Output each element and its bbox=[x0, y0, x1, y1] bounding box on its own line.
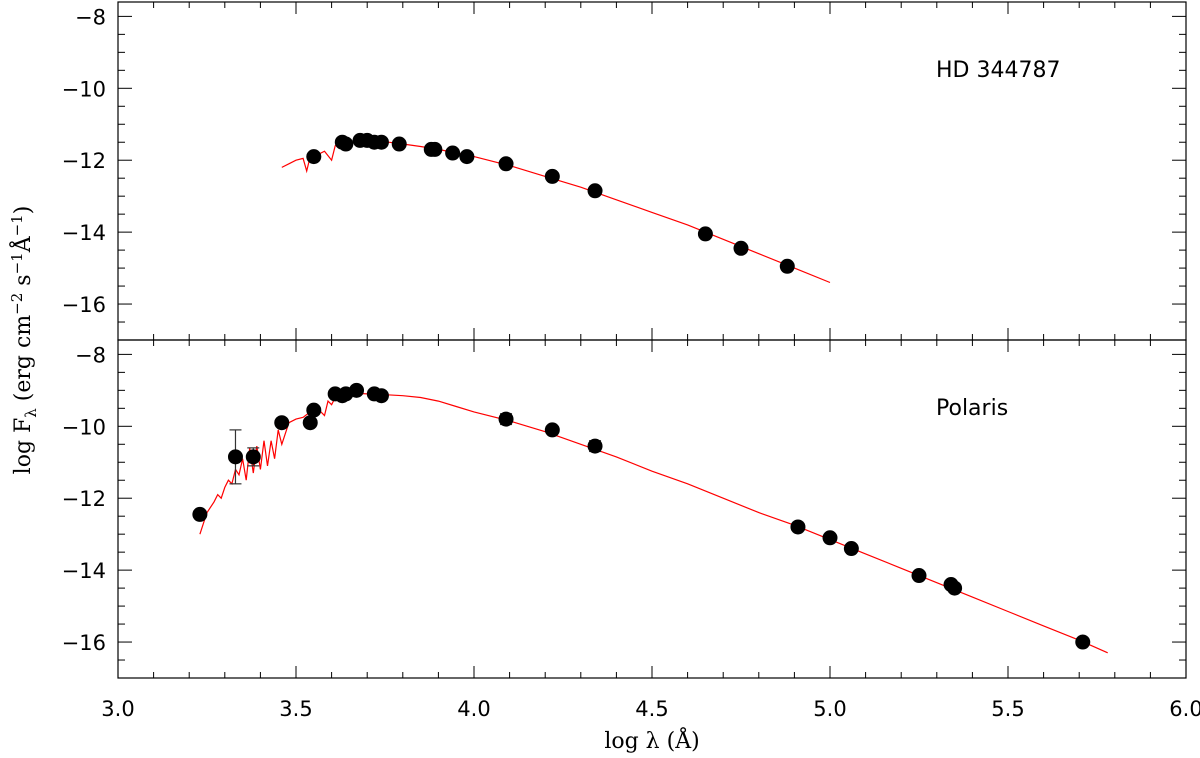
data-point bbox=[911, 568, 927, 584]
data-point bbox=[245, 449, 261, 465]
y-tick-marks bbox=[118, 15, 1186, 341]
data-point bbox=[391, 136, 407, 152]
data-point bbox=[1075, 634, 1091, 650]
panel-label-polaris: Polaris bbox=[936, 396, 1008, 421]
x-tick-marks bbox=[117, 340, 1187, 678]
y-axis-label: log Fλ (erg cm−2 s−1Å−1) bbox=[8, 206, 40, 475]
data-point bbox=[790, 519, 806, 535]
data-point bbox=[498, 156, 514, 172]
data-point bbox=[373, 134, 389, 150]
panel-frame bbox=[117, 339, 1187, 679]
data-point bbox=[822, 530, 838, 546]
data-point bbox=[349, 382, 365, 398]
data-point bbox=[338, 136, 354, 152]
y-tick-label: −16 bbox=[62, 293, 106, 317]
data-point bbox=[544, 168, 560, 184]
x-tick-marks bbox=[117, 2, 1187, 340]
y-tick-label: −10 bbox=[62, 415, 106, 439]
x-tick-label: 4.5 bbox=[635, 697, 668, 721]
data-point bbox=[459, 149, 475, 165]
x-tick-label: 5.0 bbox=[813, 697, 846, 721]
model-sed-line bbox=[199, 392, 1108, 654]
data-point bbox=[306, 149, 322, 165]
x-axis-label: log λ (Å) bbox=[604, 726, 699, 754]
panel-frame bbox=[117, 1, 1187, 341]
panel-bottom: −8 −10 −12 −14 −16 Polaris bbox=[62, 339, 1187, 679]
x-tick-label: 5.5 bbox=[991, 697, 1024, 721]
data-point bbox=[843, 541, 859, 557]
y-tick-label: −12 bbox=[62, 149, 106, 173]
y-tick-labels: −8 −10 −12 −14 −16 bbox=[62, 343, 106, 655]
data-point bbox=[373, 388, 389, 404]
data-point bbox=[733, 240, 749, 256]
data-point bbox=[544, 422, 560, 438]
y-tick-label: −12 bbox=[62, 487, 106, 511]
x-tick-label: 3.0 bbox=[101, 697, 134, 721]
x-tick-label: 3.5 bbox=[279, 697, 312, 721]
y-tick-label: −10 bbox=[62, 77, 106, 101]
data-point bbox=[274, 415, 290, 431]
x-tick-label: 4.0 bbox=[457, 697, 490, 721]
y-tick-label: −8 bbox=[75, 5, 106, 29]
y-tick-label: −14 bbox=[62, 221, 106, 245]
data-point bbox=[587, 183, 603, 199]
data-point bbox=[227, 449, 243, 465]
model-sed-line bbox=[281, 139, 831, 284]
data-point bbox=[587, 438, 603, 454]
data-point bbox=[498, 411, 514, 427]
y-tick-label: −8 bbox=[75, 343, 106, 367]
data-point bbox=[947, 580, 963, 596]
x-tick-label: 6.0 bbox=[1169, 697, 1200, 721]
panel-label-hd344787: HD 344787 bbox=[936, 58, 1060, 83]
data-point bbox=[306, 402, 322, 418]
y-tick-label: −14 bbox=[62, 559, 106, 583]
y-tick-label: −16 bbox=[62, 631, 106, 655]
y-tick-marks bbox=[118, 353, 1186, 679]
y-tick-labels: −8 −10 −12 −14 −16 bbox=[62, 5, 106, 317]
data-point bbox=[445, 145, 461, 161]
data-point bbox=[192, 506, 208, 522]
data-point bbox=[697, 226, 713, 242]
model-line bbox=[199, 392, 1108, 654]
x-tick-labels: 3.0 3.5 4.0 4.5 5.0 5.5 6.0 bbox=[101, 697, 1200, 721]
panel-top: −8 −10 −12 −14 −16 HD 344787 bbox=[62, 1, 1187, 341]
data-point bbox=[427, 141, 443, 157]
data-point bbox=[302, 415, 318, 431]
data-points bbox=[192, 382, 1091, 650]
data-point bbox=[779, 258, 795, 274]
data-points bbox=[306, 132, 795, 274]
model-line bbox=[281, 139, 831, 284]
